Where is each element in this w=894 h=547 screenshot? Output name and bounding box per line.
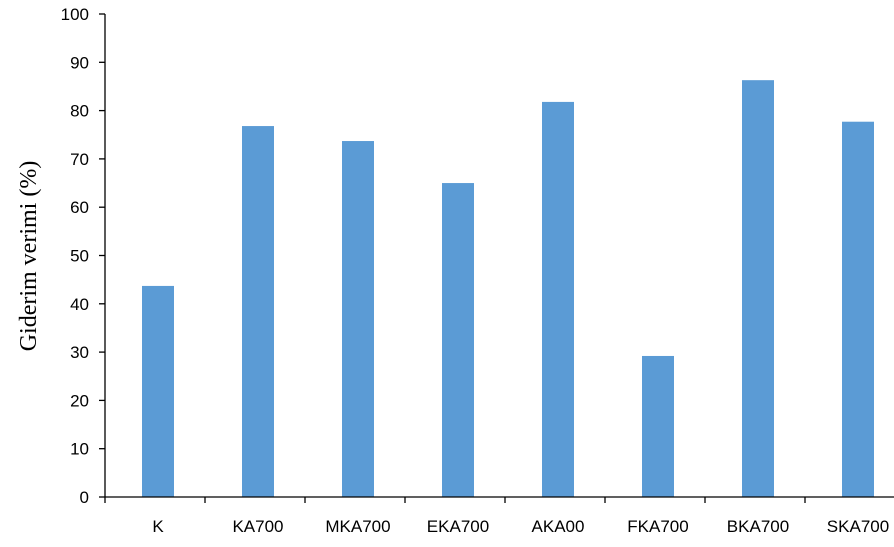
bar-k — [142, 285, 174, 497]
x-tick-label: EKA700 — [427, 517, 489, 536]
y-axis-title: Giderim verimi (%) — [16, 161, 42, 352]
x-tick-label: KA700 — [232, 517, 283, 536]
x-tick-label: FKA700 — [627, 517, 688, 536]
y-tick-label: 50 — [70, 247, 89, 266]
bar-mka700 — [342, 141, 374, 498]
bar-ka700 — [242, 126, 274, 497]
bar-bka700 — [742, 80, 774, 498]
y-tick-label: 20 — [70, 391, 89, 410]
bar-fka700 — [642, 355, 674, 497]
bar-ska700 — [842, 121, 874, 498]
y-tick-label: 90 — [70, 53, 89, 72]
bar-aka00 — [542, 101, 574, 497]
bar-eka700 — [442, 183, 474, 498]
y-tick-label: 100 — [61, 5, 89, 24]
bars — [142, 80, 874, 498]
x-tick-label: AKA00 — [532, 517, 585, 536]
y-tick-label: 80 — [70, 102, 89, 121]
y-tick-label: 70 — [70, 150, 89, 169]
y-tick-label: 0 — [80, 488, 89, 507]
y-axis-ticks: 0 10 20 30 40 50 60 70 80 90 100 — [61, 5, 105, 507]
x-tick-label: MKA700 — [325, 517, 390, 536]
y-tick-label: 30 — [70, 343, 89, 362]
y-tick-label: 40 — [70, 295, 89, 314]
y-tick-label: 60 — [70, 198, 89, 217]
x-tick-label: BKA700 — [727, 517, 789, 536]
x-axis-ticks: K KA700 MKA700 EKA700 AKA00 FKA700 BKA700 SKA70… — [104, 497, 889, 536]
y-tick-label: 10 — [70, 440, 89, 459]
x-tick-label: SKA700 — [827, 517, 889, 536]
x-tick-label: K — [152, 517, 164, 536]
